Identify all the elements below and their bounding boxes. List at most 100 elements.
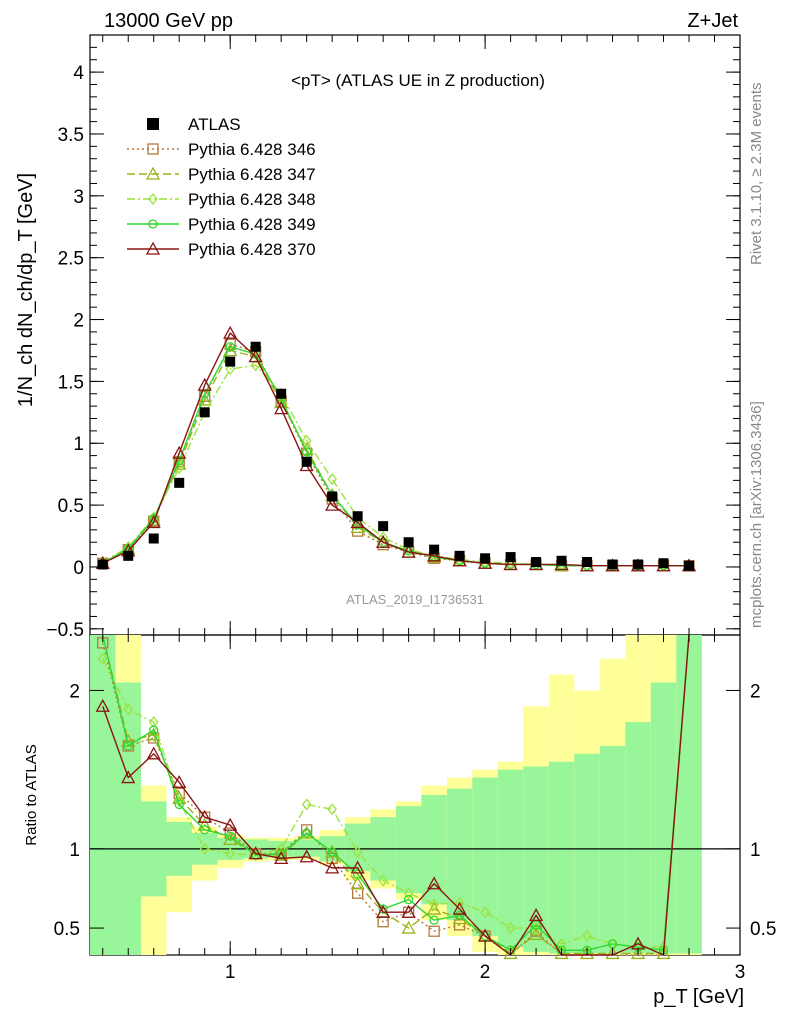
ratio-series-point <box>123 703 134 716</box>
atlas-data-point <box>123 550 134 561</box>
ratio-series-point <box>274 847 289 861</box>
ratio-series-point <box>199 842 210 855</box>
atlas-data-point <box>148 533 159 544</box>
ratio-series-point <box>276 848 286 859</box>
ratio-series-point <box>174 799 184 810</box>
atlas-data-point <box>327 491 338 502</box>
ratio-series-point <box>401 904 416 918</box>
ratio-series-point <box>350 860 365 874</box>
series-point <box>301 434 312 447</box>
ratio-series-point <box>274 851 289 865</box>
ratio-series-point <box>352 845 363 859</box>
ratio-series-line-1 <box>102 634 690 955</box>
ratio-series-point <box>146 746 161 760</box>
rivet-label: Rivet 3.1.10, ≥ 2.3M events <box>748 83 765 266</box>
ratio-series-point <box>173 787 185 800</box>
atlas-data-point <box>403 537 414 548</box>
x-tick-label: 2 <box>480 962 491 983</box>
ratio-series-point <box>325 844 340 858</box>
ratio-series-point <box>123 741 133 751</box>
y-tick-label: 0 <box>73 558 84 579</box>
series-point <box>302 447 312 457</box>
legend-marker <box>148 219 158 229</box>
x-axis-label: p_T [GeV] <box>653 986 744 1008</box>
series-point <box>146 515 161 529</box>
ratio-series-point <box>376 904 391 918</box>
ratio-series-point <box>607 939 618 949</box>
ratio-series-point <box>427 901 442 915</box>
series-line-0 <box>102 343 690 567</box>
stat-band-bin <box>472 777 498 936</box>
ratio-series-point <box>429 898 439 911</box>
series-point <box>172 445 187 459</box>
legend-marker <box>147 143 159 155</box>
series-point <box>197 392 212 406</box>
ratio-series-point <box>505 922 516 935</box>
mcplots-label: mcplots.cern.ch [arXiv:1306.3436] <box>748 401 765 628</box>
ratio-series-point <box>454 896 465 909</box>
ratio-series-point <box>197 809 212 823</box>
ratio-series-point <box>95 698 110 712</box>
atlas-data-point <box>429 544 440 555</box>
ratio-series-point <box>301 824 313 836</box>
atlas-data-point <box>276 388 287 399</box>
stat-band-bin <box>650 682 677 954</box>
legend-label: Pythia 6.428 370 <box>188 240 316 259</box>
y-tick-label: 1.5 <box>58 372 84 393</box>
ratio-series-point <box>225 847 236 860</box>
stat-band-bin <box>625 722 651 954</box>
atlas-data-point <box>352 511 363 522</box>
ratio-series-point <box>351 887 364 899</box>
y-tick-label: 0.5 <box>58 496 84 517</box>
main-lines <box>95 325 697 572</box>
y-tick-label: 1 <box>73 434 84 455</box>
series-point <box>350 515 365 529</box>
ratio-series-point <box>299 825 314 839</box>
ratio-series-line-2 <box>102 634 690 948</box>
series-point <box>274 401 289 415</box>
legend-marker <box>148 192 158 206</box>
atlas-data-point <box>633 559 644 570</box>
atlas-data-point <box>607 559 618 570</box>
atlas-data-point <box>684 560 695 571</box>
atlas-data-point <box>505 552 516 563</box>
ratio-y-tick-label: 0.5 <box>54 919 80 940</box>
stat-band-bin <box>115 682 141 955</box>
atlas-data-point <box>480 553 491 564</box>
ratio-series-point <box>582 929 592 943</box>
ratio-series-point <box>97 652 108 665</box>
ratio-series-point <box>531 922 541 935</box>
ratio-series-point <box>480 906 490 919</box>
legend-label-atlas: ATLAS <box>188 115 241 134</box>
ratio-series-point <box>478 928 493 942</box>
ratio-series-point <box>172 774 187 788</box>
series-line-2 <box>102 364 690 567</box>
y-tick-label: 2 <box>73 311 84 332</box>
atlas-data-point <box>531 557 542 568</box>
atlas-data-point <box>174 477 185 488</box>
ratio-series-point <box>452 901 467 915</box>
series-line-4 <box>102 331 690 567</box>
atlas-data-point <box>556 555 567 566</box>
ratio-series-point <box>378 874 388 887</box>
ratio-series-point <box>301 798 312 811</box>
stat-band-bin <box>395 806 422 894</box>
legend-label: Pythia 6.428 346 <box>188 140 316 159</box>
series-point <box>427 548 442 562</box>
y-tick-label: 3.5 <box>58 125 84 146</box>
atlas-data-point <box>301 456 312 467</box>
x-tick-label: 3 <box>735 962 746 983</box>
ratio-series-point <box>121 770 136 784</box>
atlas-data-point <box>582 557 593 568</box>
ratio-series-point <box>403 894 414 905</box>
legend-label: Pythia 6.428 349 <box>188 215 316 234</box>
ratio-series-point <box>528 927 544 941</box>
ratio-y-axis-label: Ratio to ATLAS <box>23 744 40 845</box>
ratio-series-point <box>302 828 312 838</box>
atlas-data-point <box>199 407 210 418</box>
y-tick-label: 3 <box>73 187 84 208</box>
ratio-y-tick-label-right: 0.5 <box>750 919 776 940</box>
ratio-y-tick-label: 2 <box>69 681 80 702</box>
ratio-series-point <box>528 908 544 922</box>
